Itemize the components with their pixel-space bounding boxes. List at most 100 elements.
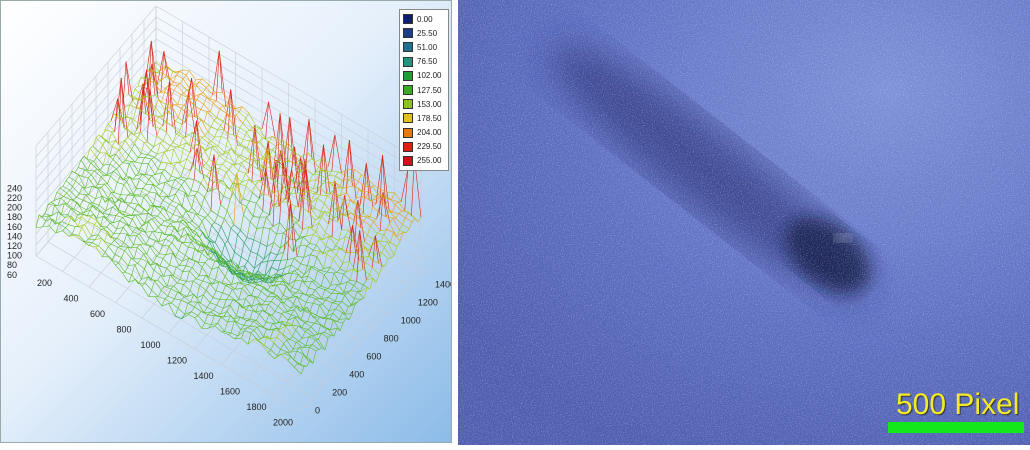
mesh-line bbox=[332, 237, 339, 240]
mesh-line bbox=[351, 285, 354, 290]
mesh-line bbox=[127, 195, 134, 196]
mesh-line bbox=[328, 336, 331, 338]
mesh-line bbox=[206, 159, 209, 163]
mesh-line bbox=[43, 221, 46, 227]
mesh-line bbox=[396, 213, 399, 218]
mesh-line bbox=[255, 287, 262, 291]
mesh-line bbox=[323, 300, 326, 304]
mesh-line bbox=[210, 95, 213, 100]
mesh-line bbox=[212, 146, 219, 155]
mesh-line bbox=[350, 269, 353, 280]
mesh-line bbox=[170, 204, 177, 207]
mesh-line bbox=[321, 203, 324, 211]
legend-swatch bbox=[403, 113, 413, 123]
page: 2402202001801601401201008060200400600800… bbox=[0, 0, 1030, 445]
mesh-line bbox=[201, 178, 204, 183]
mesh-line bbox=[324, 275, 331, 285]
mesh-line bbox=[135, 204, 138, 209]
z-tick-label: 200 bbox=[7, 203, 22, 213]
mesh-line bbox=[155, 281, 162, 291]
mesh-line bbox=[122, 212, 125, 214]
legend-item: 76.50 bbox=[400, 55, 448, 69]
mesh-line bbox=[206, 85, 209, 88]
mesh-line bbox=[368, 235, 375, 240]
mesh-line bbox=[184, 90, 187, 93]
mesh-line bbox=[312, 340, 315, 345]
mesh-line bbox=[275, 306, 278, 311]
mesh-line bbox=[307, 255, 310, 266]
mesh-line bbox=[271, 343, 274, 350]
microscope-image-panel: 500 Pixel bbox=[458, 0, 1030, 445]
mesh-line bbox=[188, 314, 195, 317]
mesh-line bbox=[245, 159, 248, 161]
mesh-line bbox=[254, 240, 261, 243]
mesh-line bbox=[250, 222, 257, 229]
mesh-line bbox=[188, 247, 195, 248]
legend-swatch bbox=[403, 128, 413, 138]
mesh-line bbox=[308, 322, 315, 324]
mesh-line bbox=[233, 125, 240, 127]
mesh-line bbox=[100, 226, 107, 227]
mesh-line bbox=[221, 226, 228, 240]
mesh-line bbox=[163, 141, 170, 146]
mesh-line bbox=[201, 104, 204, 109]
mesh-line bbox=[100, 165, 103, 170]
mesh-line bbox=[122, 273, 129, 283]
mesh-line bbox=[319, 175, 326, 178]
mesh-line bbox=[168, 296, 175, 299]
mesh-line bbox=[179, 251, 186, 255]
mesh-line bbox=[316, 299, 323, 304]
legend-item: 178.50 bbox=[400, 111, 448, 125]
mesh-line bbox=[301, 257, 304, 264]
mesh-line bbox=[189, 208, 192, 212]
mesh-line bbox=[214, 310, 221, 314]
mesh-line bbox=[123, 216, 126, 217]
mesh-line bbox=[117, 238, 124, 242]
mesh-line bbox=[66, 177, 69, 181]
mesh-line bbox=[341, 282, 348, 285]
legend-swatch bbox=[403, 28, 413, 38]
mesh-line bbox=[333, 259, 340, 269]
mesh-line bbox=[57, 192, 64, 196]
mesh-line bbox=[292, 216, 299, 221]
mesh-line bbox=[162, 245, 169, 246]
mesh-line bbox=[135, 158, 138, 162]
mesh-line bbox=[318, 287, 325, 289]
mesh-line bbox=[175, 118, 178, 121]
mesh-line bbox=[200, 281, 203, 285]
mesh-line bbox=[337, 269, 340, 272]
mesh-line bbox=[185, 181, 192, 191]
mesh-line bbox=[122, 251, 125, 258]
mesh-line bbox=[194, 294, 197, 298]
mesh-line bbox=[199, 275, 206, 276]
z-tick-label: 220 bbox=[7, 193, 22, 203]
mesh-line bbox=[196, 279, 203, 281]
mesh-line bbox=[250, 311, 253, 320]
mesh-line bbox=[217, 188, 224, 196]
mesh-line bbox=[243, 140, 250, 141]
mesh-line bbox=[121, 184, 124, 194]
mesh-line bbox=[393, 218, 400, 230]
mesh-line bbox=[270, 228, 277, 234]
mesh-line bbox=[370, 217, 377, 219]
mesh-line bbox=[215, 147, 222, 155]
mesh-line bbox=[213, 298, 220, 300]
mesh-line bbox=[390, 218, 393, 223]
mesh-line bbox=[202, 263, 205, 267]
mesh-line bbox=[343, 319, 346, 323]
mesh-line bbox=[135, 279, 138, 283]
mesh-line bbox=[217, 109, 220, 118]
mesh-line bbox=[376, 275, 379, 283]
mesh-line bbox=[36, 215, 39, 228]
mesh-line bbox=[118, 246, 121, 247]
mesh-line bbox=[225, 332, 232, 333]
mesh-line bbox=[345, 230, 348, 236]
mesh-line bbox=[402, 211, 409, 212]
mesh-line bbox=[257, 217, 260, 228]
legend-item: 229.50 bbox=[400, 140, 448, 154]
mesh-line bbox=[211, 120, 214, 127]
mesh-line bbox=[347, 282, 354, 286]
mesh-line bbox=[308, 276, 315, 281]
mesh-line bbox=[236, 112, 239, 115]
mesh-line bbox=[198, 316, 205, 324]
